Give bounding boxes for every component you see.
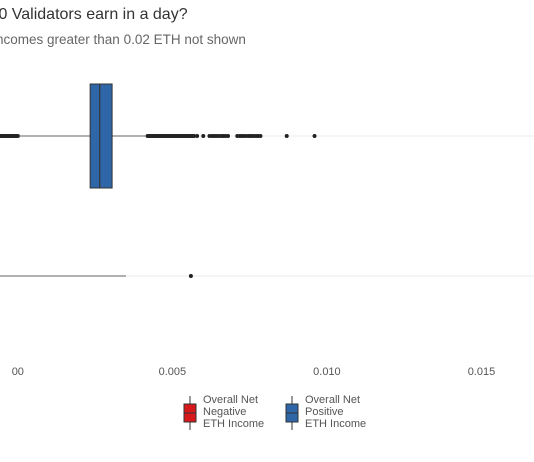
legend-key-negative — [183, 396, 197, 430]
series-0-outlier-18 — [15, 134, 20, 138]
legend-key-positive — [285, 396, 299, 430]
x-tick-label-3: 0.015 — [468, 366, 496, 378]
series-0-outlier-71 — [258, 134, 263, 138]
x-tick-label-1: 0.005 — [159, 366, 187, 378]
series-0-outlier-51 — [201, 134, 206, 138]
series-1-outlier-0 — [188, 274, 193, 278]
x-tick-label-0: 00 — [12, 366, 24, 378]
legend-label-negative: Overall Net Negative ETH Income — [203, 394, 265, 430]
chart-title: .0 Validators earn in a day? — [0, 6, 188, 23]
series-0-outlier-72 — [284, 134, 289, 138]
legend-item-positive: Overall Net Positive ETH Income — [285, 394, 379, 430]
chart-subtitle: ncomes greater than 0.02 ETH not shown — [0, 32, 246, 47]
series-0-outlier-50 — [195, 134, 200, 138]
legend-label-positive: Overall Net Positive ETH Income — [305, 394, 367, 430]
series-0-outlier-60 — [226, 134, 230, 138]
x-tick-label-2: 0.010 — [313, 366, 341, 378]
series-0-outlier-49 — [192, 134, 196, 138]
legend: Overall Net Negative ETH Income Overall … — [183, 394, 379, 430]
plot-area: 00 0.005 0.010 0.015 — [0, 83, 534, 378]
series-0-outlier-73 — [312, 134, 317, 138]
legend-item-negative: Overall Net Negative ETH Income — [183, 394, 277, 430]
series-0-box — [89, 83, 113, 189]
